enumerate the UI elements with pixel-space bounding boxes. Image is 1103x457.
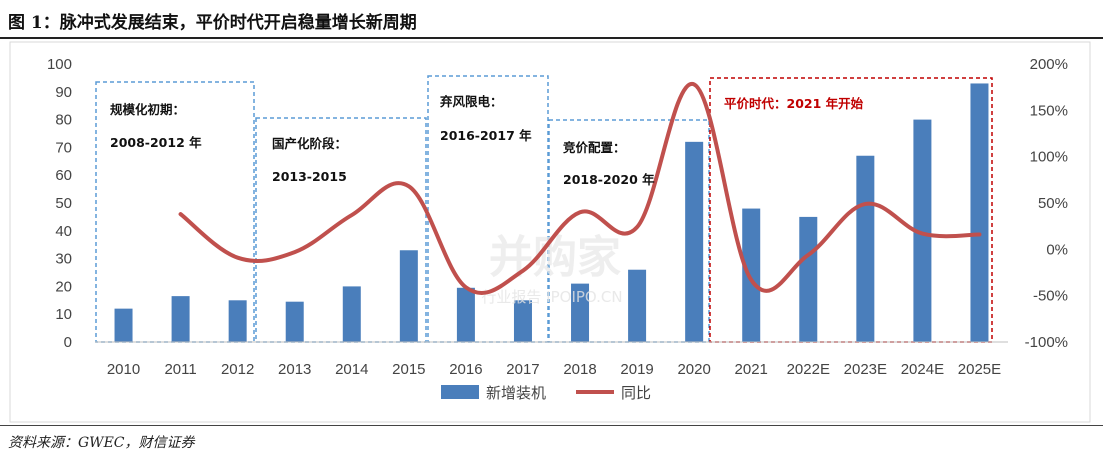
left-tick-label: 40 — [55, 223, 72, 240]
right-tick-label: 200% — [1030, 56, 1068, 73]
watermark-main: 并购家 — [489, 232, 621, 283]
bar — [114, 308, 133, 342]
left-tick-label: 60 — [55, 167, 72, 184]
annotation-text: 竞价配置： — [563, 140, 626, 155]
bar — [171, 296, 190, 342]
x-tick-label: 2023E — [844, 361, 887, 378]
bar — [913, 119, 932, 342]
right-tick-label: 50% — [1038, 195, 1068, 212]
right-tick-label: -50% — [1033, 288, 1068, 305]
watermark-sub: 行业报告 IPOIPO.CN — [481, 288, 622, 306]
left-tick-label: 0 — [64, 334, 72, 351]
left-tick-label: 70 — [55, 139, 72, 156]
left-tick-label: 50 — [55, 195, 72, 212]
x-tick-label: 2018 — [563, 361, 596, 378]
annotation-text: 弃风限电： — [439, 94, 503, 109]
left-axis: 0 10 20 30 40 50 60 70 80 90 100 — [47, 56, 72, 351]
right-tick-label: -100% — [1025, 334, 1068, 351]
bar — [571, 283, 590, 342]
right-tick-label: 0% — [1046, 241, 1068, 258]
period-box — [427, 75, 549, 343]
x-tick-label: 2013 — [278, 361, 311, 378]
legend: 新增装机 同比 — [441, 384, 651, 402]
chart-border — [9, 41, 1091, 423]
period-annotations: 规模化初期： 2008-2012 年 国产化阶段： 2013-2015 弃风限电： 201… — [110, 94, 864, 187]
bar — [856, 155, 875, 342]
figure-header: 图 1：脉冲式发展结束，平价时代开启稳量增长新周期 — [0, 0, 1103, 40]
bar-series — [114, 83, 989, 343]
left-tick-label: 100 — [47, 56, 72, 73]
bar — [228, 300, 247, 342]
right-axis: -100% -50% 0% 50% 100% 150% 200% — [1025, 56, 1068, 351]
annotation-text: 2008-2012 年 — [110, 135, 202, 150]
bar — [456, 287, 475, 342]
legend-swatch-bar — [441, 385, 479, 399]
right-tick-label: 100% — [1030, 149, 1068, 166]
bar — [970, 83, 989, 343]
left-tick-label: 30 — [55, 251, 72, 268]
x-tick-label: 2015 — [392, 361, 425, 378]
left-tick-label: 90 — [55, 84, 72, 101]
bar — [513, 300, 532, 342]
left-tick-label: 80 — [55, 112, 72, 129]
footer-rule — [0, 425, 1103, 426]
bar — [285, 301, 304, 342]
x-tick-label: 2012 — [221, 361, 254, 378]
annotation-text: 平价时代：2021 年开始 — [724, 96, 864, 111]
x-tick-label: 2024E — [901, 361, 944, 378]
annotation-text: 国产化阶段： — [272, 136, 347, 151]
legend-label-line: 同比 — [621, 384, 651, 402]
x-tick-label: 2010 — [107, 361, 140, 378]
title-rule — [0, 37, 1103, 39]
annotation-text: 2013-2015 — [272, 169, 347, 184]
x-axis: 2010 2011 2012 2013 2014 2015 2016 2017 2018 2019… — [95, 341, 1008, 378]
annotation-text: 2016-2017 年 — [440, 128, 532, 143]
x-tick-label: 2016 — [449, 361, 482, 378]
x-tick-label: 2020 — [677, 361, 710, 378]
x-tick-label: 2011 — [164, 361, 196, 378]
bar — [799, 216, 818, 342]
bar — [628, 269, 647, 342]
bar — [685, 141, 704, 342]
x-tick-label: 2025E — [958, 361, 1001, 378]
annotation-text: 2018-2020 年 — [563, 172, 655, 187]
line-series — [178, 82, 982, 295]
x-tick-label: 2019 — [620, 361, 653, 378]
bar — [399, 250, 418, 342]
x-tick-label: 2021 — [735, 361, 768, 378]
source-note: 资料来源：GWEC，财信证券 — [8, 435, 195, 451]
legend-label-bar: 新增装机 — [486, 384, 546, 402]
right-tick-label: 150% — [1030, 102, 1068, 119]
x-tick-label: 2022E — [787, 361, 830, 378]
left-tick-label: 10 — [55, 306, 72, 323]
annotation-text: 规模化初期： — [110, 102, 185, 117]
bar — [342, 286, 361, 342]
left-tick-label: 20 — [55, 278, 72, 295]
x-tick-label: 2017 — [506, 361, 539, 378]
x-tick-label: 2014 — [335, 361, 368, 378]
bar — [742, 208, 761, 342]
yoy-line — [178, 82, 982, 295]
figure-title: 图 1：脉冲式发展结束，平价时代开启稳量增长新周期 — [8, 13, 417, 33]
